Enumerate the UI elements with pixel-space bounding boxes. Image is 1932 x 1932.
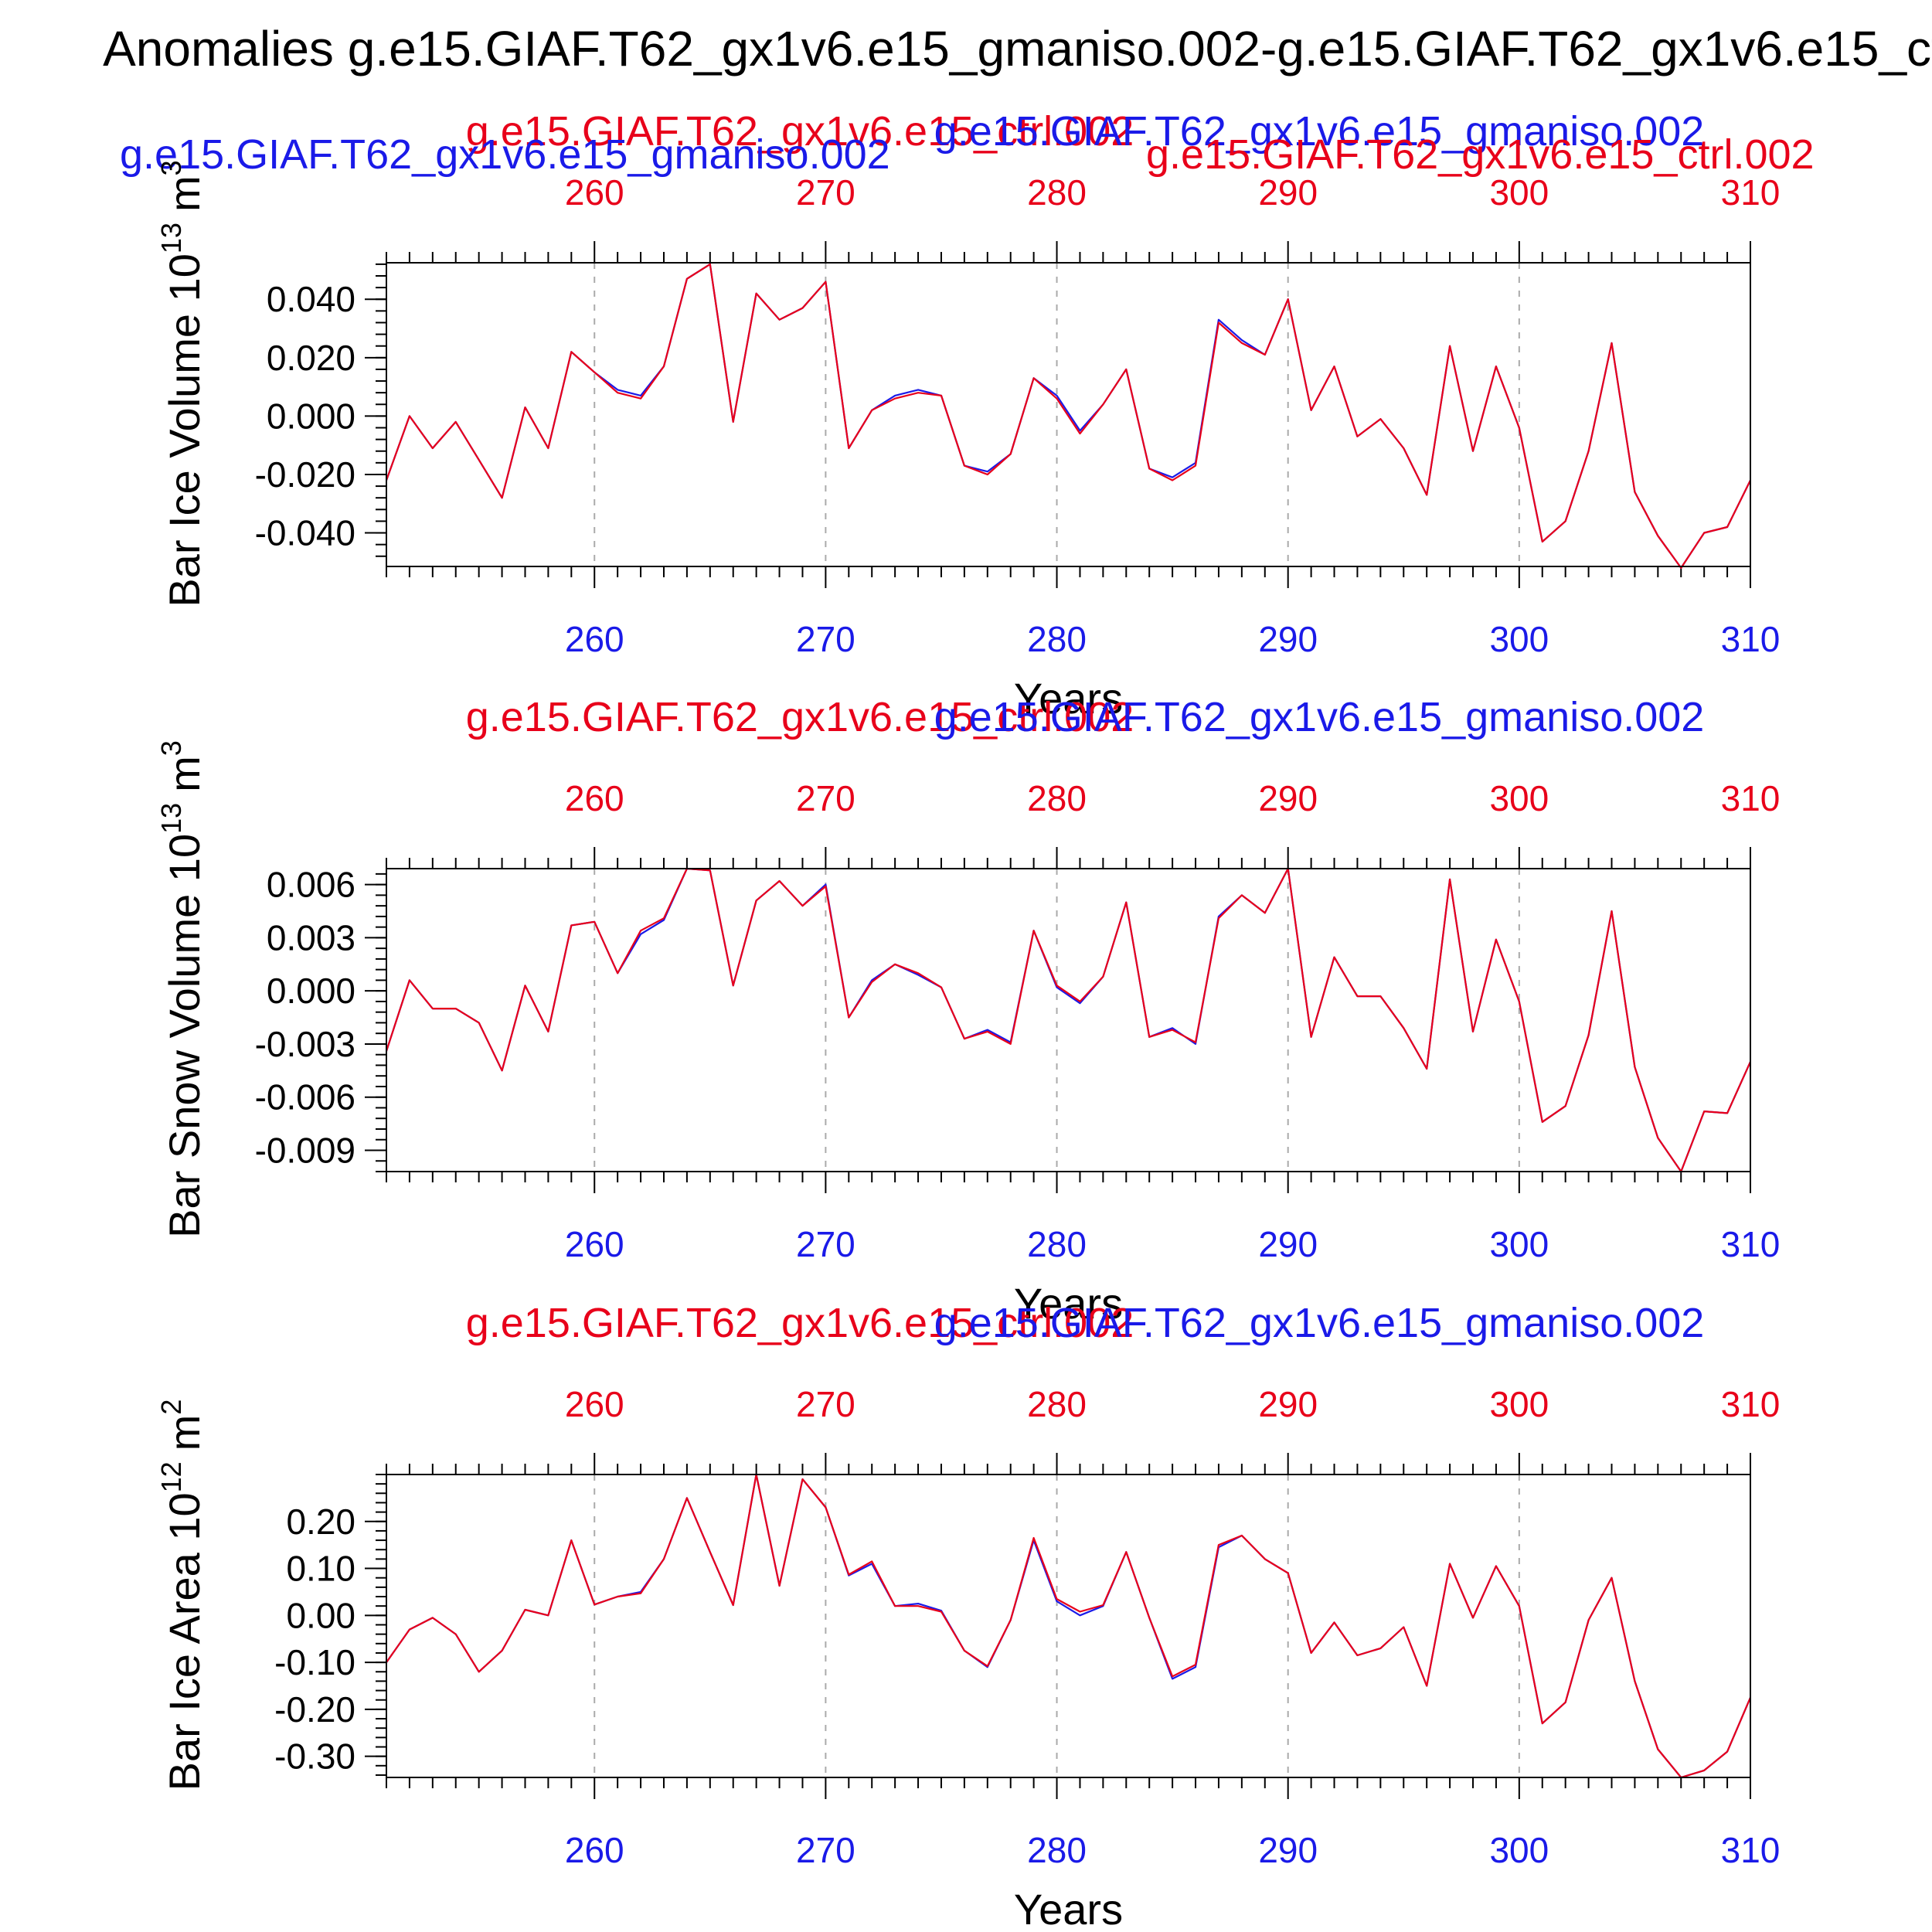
x-tick-label-bottom-310: 310 [1721,619,1781,659]
x-tick-label-bottom-280: 280 [1027,1830,1087,1870]
x-tick-label-top-280: 280 [1027,1384,1087,1424]
plot-frame [386,1474,1751,1778]
series-line-gmaniso [386,1473,1752,1779]
x-tick-label-bottom-310: 310 [1721,1830,1781,1870]
y-tick-label: -0.30 [274,1736,355,1777]
x-tick-label-bottom-300: 300 [1489,1224,1549,1264]
x-tick-label-bottom-300: 300 [1489,1830,1549,1870]
series-label-gmaniso: g.e15.GIAF.T62_gx1v6.e15_gmaniso.002 [934,1300,1705,1346]
y-axis-title-part: 12 [155,1461,187,1492]
y-axis-title-part: Bar Snow Volume 10 [160,834,209,1238]
y-tick-label: -0.040 [255,513,355,553]
x-tick-label-top-290: 290 [1258,778,1318,818]
series-label-ctrl-2: g.e15.GIAF.T62_gx1v6.e15_ctrl.002 [1146,131,1815,178]
series-label-ctrl: g.e15.GIAF.T62_gx1v6.e15_ctrl.002 [466,108,1134,155]
y-axis-title-part: Bar Ice Volume 10 [160,253,209,607]
x-axis-title: Years [1014,1885,1123,1932]
x-tick-label-bottom-290: 290 [1258,1830,1318,1870]
y-tick-label: 0.000 [267,396,355,436]
figure-title: Anomalies g.e15.GIAF.T62_gx1v6.e15_gmani… [103,21,1932,77]
x-tick-label-bottom-280: 280 [1027,1224,1087,1264]
x-tick-label-top-300: 300 [1489,778,1549,818]
series-line-ctrl [386,1473,1752,1779]
y-tick-label: 0.10 [286,1549,355,1589]
y-axis-title-part: Bar Ice Area 10 [160,1492,209,1791]
x-tick-label-bottom-290: 290 [1258,619,1318,659]
x-tick-label-top-260: 260 [565,1384,624,1424]
x-tick-label-top-300: 300 [1489,172,1549,213]
y-axis-title: Bar Ice Volume 1013 m3 [155,160,209,607]
y-axis-title-part: 13 [155,223,187,253]
y-tick-label: -0.020 [255,454,355,495]
y-tick-label: -0.10 [274,1642,355,1682]
panel-middle: g.e15.GIAF.T62_gx1v6.e15_ctrl.002g.e15.G… [155,694,1780,1328]
series-line-gmaniso [385,867,1752,1173]
y-tick-label: 0.000 [267,971,355,1011]
x-tick-label-bottom-270: 270 [796,1224,855,1264]
y-tick-label: 0.006 [267,865,355,905]
y-axis-title-part: 2 [155,1400,187,1415]
y-axis-title-part: 3 [155,160,187,175]
x-tick-label-top-310: 310 [1721,778,1781,818]
x-tick-label-top-270: 270 [796,1384,855,1424]
x-tick-label-bottom-310: 310 [1721,1224,1781,1264]
y-axis-title: Bar Snow Volume 1013 m3 [155,740,209,1238]
x-tick-label-top-280: 280 [1027,172,1087,213]
y-tick-label: -0.003 [255,1024,355,1064]
x-tick-label-top-260: 260 [565,778,624,818]
x-tick-label-top-280: 280 [1027,778,1087,818]
x-tick-label-bottom-260: 260 [565,1830,624,1870]
y-tick-label: -0.009 [255,1130,355,1170]
y-tick-label: -0.006 [255,1077,355,1117]
series-label-gmaniso-2: g.e15.GIAF.T62_gx1v6.e15_gmaniso.002 [120,131,890,178]
x-tick-label-bottom-270: 270 [796,619,855,659]
y-tick-label: 0.040 [267,279,355,319]
plot-frame [386,868,1751,1172]
series-line-ctrl [385,263,1751,570]
x-axis-title: Years [1014,1279,1123,1328]
y-axis-title-part: m [160,175,209,212]
x-tick-label-bottom-280: 280 [1027,619,1087,659]
x-tick-label-top-260: 260 [565,172,624,213]
y-tick-label: -0.20 [274,1689,355,1730]
x-axis-title: Years [1014,674,1123,723]
x-tick-label-bottom-260: 260 [565,619,624,659]
panel-top: g.e15.GIAF.T62_gx1v6.e15_ctrl.002g.e15.G… [120,108,1815,723]
x-tick-label-bottom-260: 260 [565,1224,624,1264]
series-line-ctrl [385,867,1752,1173]
x-tick-label-bottom-290: 290 [1258,1224,1318,1264]
y-tick-label: 0.003 [267,917,355,957]
x-tick-label-top-310: 310 [1721,172,1781,213]
series-label-gmaniso: g.e15.GIAF.T62_gx1v6.e15_gmaniso.002 [934,108,1705,155]
y-axis-title-part: m [160,756,209,792]
x-tick-label-top-300: 300 [1489,1384,1549,1424]
x-tick-label-top-290: 290 [1258,1384,1318,1424]
x-tick-label-top-270: 270 [796,778,855,818]
y-tick-label: 0.00 [286,1595,355,1635]
plot-frame [386,262,1751,567]
x-tick-label-top-290: 290 [1258,172,1318,213]
y-axis-title-part: 13 [155,803,187,834]
y-tick-label: 0.20 [286,1502,355,1542]
panel-bottom: g.e15.GIAF.T62_gx1v6.e15_ctrl.002g.e15.G… [155,1300,1780,1932]
y-axis-title-part: 3 [155,740,187,756]
series-label-gmaniso: g.e15.GIAF.T62_gx1v6.e15_gmaniso.002 [934,694,1705,740]
y-axis-title: Bar Ice Area 1012 m2 [155,1400,209,1791]
x-tick-label-top-270: 270 [796,172,855,213]
x-tick-label-top-310: 310 [1721,1384,1781,1424]
x-tick-label-bottom-300: 300 [1489,619,1549,659]
y-axis-title-part: m [160,1415,209,1451]
series-label-ctrl: g.e15.GIAF.T62_gx1v6.e15_ctrl.002 [466,694,1134,740]
series-label-ctrl: g.e15.GIAF.T62_gx1v6.e15_ctrl.002 [466,1300,1134,1346]
x-tick-label-bottom-270: 270 [796,1830,855,1870]
y-tick-label: 0.020 [267,338,355,378]
